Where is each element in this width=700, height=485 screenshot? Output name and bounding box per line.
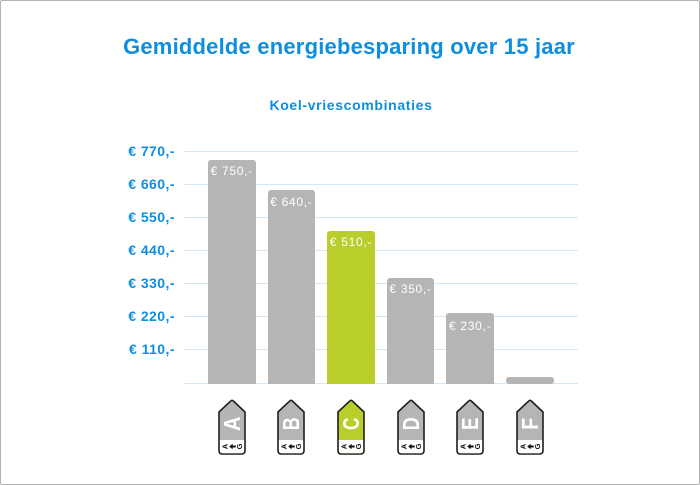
svg-text:E: E (457, 417, 483, 430)
svg-text:C: C (338, 417, 364, 430)
svg-text:G: G (473, 443, 482, 449)
svg-text:A: A (280, 443, 289, 449)
svg-text:G: G (414, 443, 423, 449)
svg-text:A: A (339, 443, 348, 449)
svg-text:G: G (294, 443, 303, 449)
svg-text:A: A (399, 443, 408, 449)
svg-text:G: G (235, 443, 244, 449)
svg-text:D: D (398, 417, 424, 430)
svg-text:A: A (458, 443, 467, 449)
svg-text:G: G (533, 443, 542, 449)
svg-text:G: G (354, 443, 363, 449)
svg-text:A: A (220, 443, 229, 449)
svg-text:A: A (219, 416, 245, 431)
svg-text:F: F (517, 417, 543, 429)
svg-text:A: A (518, 443, 527, 449)
svg-text:B: B (278, 417, 304, 430)
